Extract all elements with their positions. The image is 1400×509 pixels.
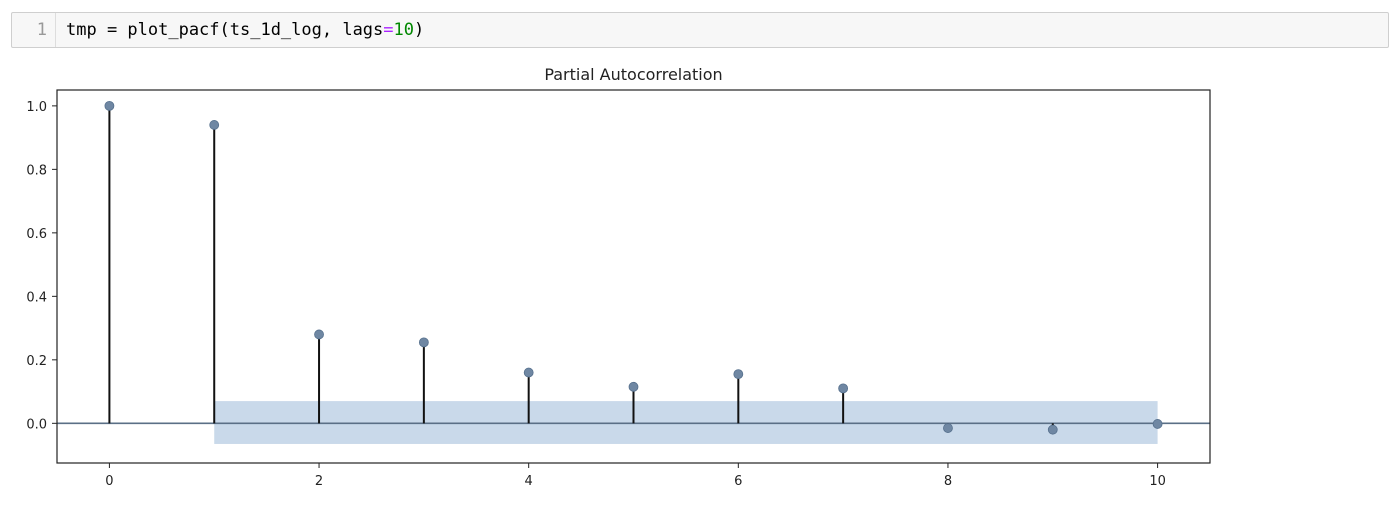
x-tick-label: 4 (525, 474, 533, 489)
y-tick-label: 0.0 (26, 417, 47, 432)
marker-lag-0 (104, 100, 115, 111)
pacf-chart-svg: Partial Autocorrelation 0.0 0.2 0.4 0.6 0.8 1.… (26, 65, 1211, 489)
x-tick-label: 10 (1149, 474, 1166, 489)
marker-lag-10 (1152, 419, 1163, 429)
code-line[interactable]: tmp = plot_pacf(ts_1d_log, lags=10) (56, 20, 424, 40)
code-prefix: tmp = plot_pacf(ts_1d_log, lags (66, 20, 384, 40)
y-tick-label: 0.2 (26, 354, 47, 369)
pacf-chart: Partial Autocorrelation 0.0 0.2 0.4 0.6 0.8 1.… (0, 55, 1230, 505)
marker-lag-2 (314, 329, 324, 340)
marker-lag-8 (943, 423, 953, 433)
plot-frame (56, 89, 1211, 464)
x-tick-label: 2 (315, 474, 323, 489)
code-suffix: ) (414, 20, 425, 40)
x-tick-label: 6 (734, 474, 742, 489)
x-tick-label: 0 (105, 474, 113, 489)
marker-lag-4 (523, 367, 534, 378)
marker-lag-1 (209, 120, 220, 130)
chart-title: Partial Autocorrelation (544, 65, 722, 84)
code-number: 10 (393, 20, 415, 40)
marker-lag-3 (418, 337, 429, 348)
y-tick-label: 0.4 (26, 290, 47, 305)
line-number: 1 (12, 13, 56, 47)
y-tick-label: 0.8 (26, 163, 47, 178)
y-tick-label: 0.6 (26, 227, 47, 242)
code-operator: = (383, 20, 394, 40)
marker-lag-6 (733, 369, 744, 380)
y-tick-label: 1.0 (26, 100, 47, 115)
code-cell[interactable]: 1 tmp = plot_pacf(ts_1d_log, lags=10) (11, 12, 1389, 48)
x-tick-label: 8 (944, 474, 952, 489)
marker-lag-5 (628, 381, 639, 392)
marker-lag-7 (838, 383, 849, 394)
marker-lag-9 (1047, 424, 1058, 435)
